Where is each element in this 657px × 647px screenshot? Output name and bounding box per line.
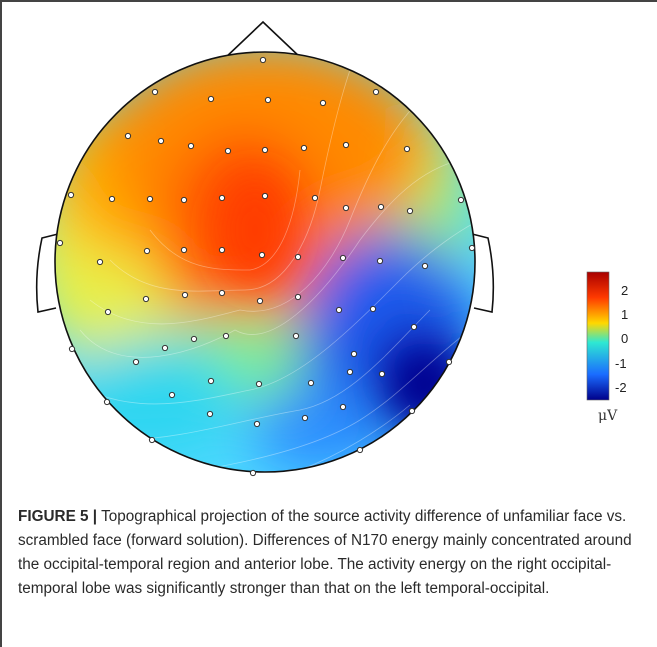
electrode-marker	[249, 469, 257, 477]
frame-left-border	[0, 0, 2, 647]
electrode-marker	[68, 345, 76, 353]
electrode-marker	[132, 358, 140, 366]
electrode-marker	[264, 96, 272, 104]
electrode-marker	[445, 358, 453, 366]
electrode-marker	[146, 195, 154, 203]
frame-top-border	[0, 0, 657, 2]
electrode-marker	[339, 254, 347, 262]
electrode-marker	[168, 391, 176, 399]
electrode-marker	[157, 137, 165, 145]
electrode-marker	[142, 295, 150, 303]
electrode-marker	[207, 95, 215, 103]
electrode-marker	[148, 436, 156, 444]
electrode-marker	[335, 306, 343, 314]
electrode-marker	[300, 144, 308, 152]
electrode-marker	[143, 247, 151, 255]
electrode-marker	[301, 414, 309, 422]
electrode-marker	[376, 257, 384, 265]
electrode-marker	[253, 420, 261, 428]
electrode-marker	[124, 132, 132, 140]
left-ear-outline	[35, 233, 59, 313]
electrode-marker	[307, 379, 315, 387]
electrode-marker	[67, 191, 75, 199]
electrode-marker	[342, 141, 350, 149]
electrode-marker	[161, 344, 169, 352]
colorbar-tick-label: -1	[615, 356, 627, 371]
electrode-marker	[319, 99, 327, 107]
electrode-marker	[377, 203, 385, 211]
figure-caption: FIGURE 5 | Topographical projection of t…	[18, 505, 646, 601]
electrode-marker	[206, 410, 214, 418]
electrode-marker	[224, 147, 232, 155]
electrode-marker	[222, 332, 230, 340]
electrode-marker	[256, 297, 264, 305]
colorbar	[586, 271, 610, 401]
electrode-marker	[406, 207, 414, 215]
electrode-marker	[378, 370, 386, 378]
colorbar-tick-label: 1	[621, 307, 629, 322]
electrode-marker	[187, 142, 195, 150]
electrode-marker	[294, 253, 302, 261]
electrode-marker	[339, 403, 347, 411]
colorbar-unit-label: μV	[598, 408, 618, 424]
electrode-marker	[261, 146, 269, 154]
electrode-marker	[410, 323, 418, 331]
head-outline	[54, 51, 476, 473]
electrode-marker	[180, 196, 188, 204]
electrode-marker	[468, 244, 476, 252]
electrode-marker	[356, 446, 364, 454]
colorbar-tick-label: 2	[621, 283, 629, 298]
nose-outline	[223, 20, 303, 60]
electrode-marker	[294, 293, 302, 301]
electrode-marker	[372, 88, 380, 96]
electrode-marker	[350, 350, 358, 358]
electrode-marker	[103, 398, 111, 406]
colorbar-tick-label: -2	[615, 380, 627, 395]
figure-label: FIGURE 5 |	[18, 508, 98, 525]
electrode-marker	[421, 262, 429, 270]
electrode-marker	[207, 377, 215, 385]
electrode-marker	[181, 291, 189, 299]
electrode-marker	[346, 368, 354, 376]
electrode-marker	[218, 246, 226, 254]
electrode-marker	[311, 194, 319, 202]
electrode-markers	[56, 56, 476, 477]
electrode-marker	[218, 289, 226, 297]
figure-caption-text: Topographical projection of the source a…	[18, 508, 632, 597]
electrode-marker	[457, 196, 465, 204]
electrode-marker	[342, 204, 350, 212]
electrode-marker	[190, 335, 198, 343]
electrode-marker	[151, 88, 159, 96]
electrode-marker	[292, 332, 300, 340]
electrode-marker	[96, 258, 104, 266]
electrode-marker	[408, 407, 416, 415]
electrode-marker	[369, 305, 377, 313]
colorbar-tick-label: 0	[621, 331, 629, 346]
electrode-marker	[180, 246, 188, 254]
electrode-marker	[261, 192, 269, 200]
electrode-marker	[403, 145, 411, 153]
topographic-map-figure	[35, 20, 610, 477]
electrode-marker	[108, 195, 116, 203]
electrode-marker	[104, 308, 112, 316]
electrode-marker	[255, 380, 263, 388]
electrode-marker	[218, 194, 226, 202]
electrode-marker	[258, 251, 266, 259]
right-ear-outline	[471, 233, 495, 313]
electrode-marker	[56, 239, 64, 247]
electrode-marker	[259, 56, 267, 64]
